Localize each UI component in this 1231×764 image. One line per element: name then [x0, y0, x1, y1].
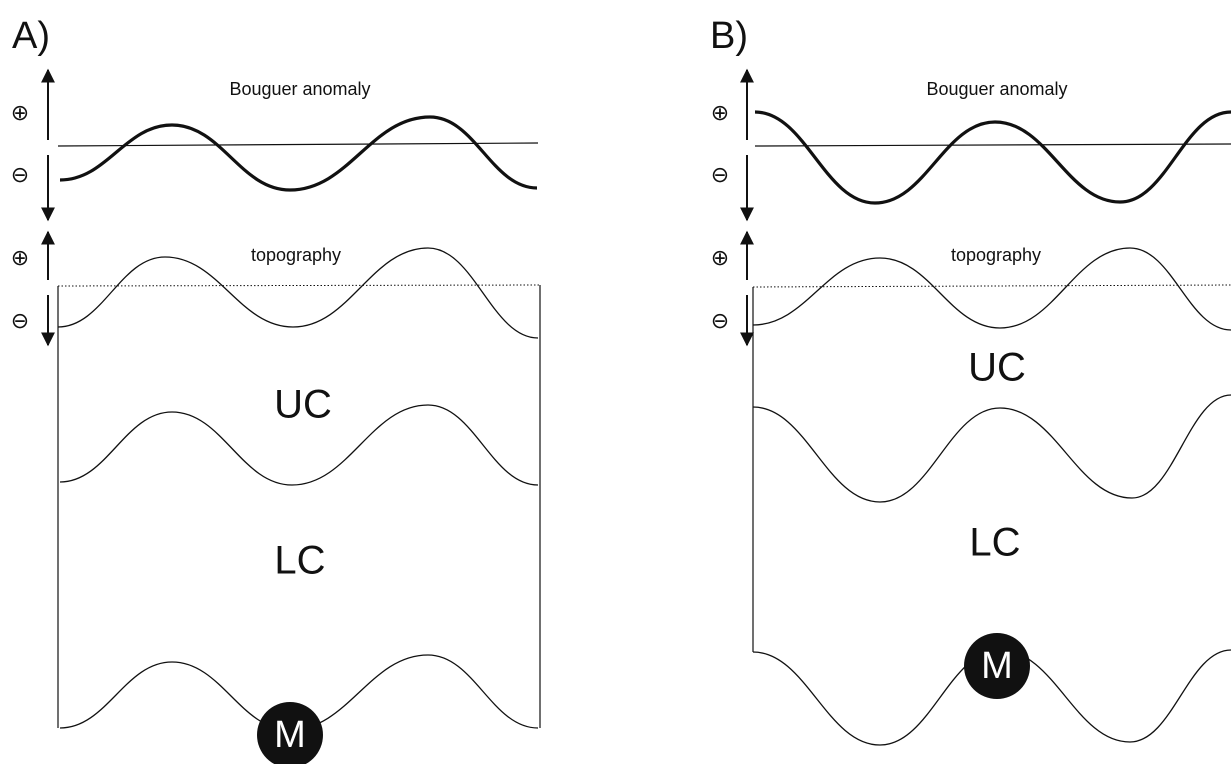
plus-sign: ⊕ [11, 100, 29, 125]
crust-boundary [59, 404, 539, 486]
lower-crust-label: LC [274, 539, 325, 583]
plus-sign: ⊕ [711, 245, 729, 270]
upper-crust-label: UC [274, 383, 332, 427]
crust-boundary [752, 394, 1231, 503]
bouguer-label: Bouguer anomaly [229, 79, 370, 99]
moho-badge [257, 702, 323, 764]
reference-line [57, 142, 539, 147]
reference-line [754, 143, 1231, 147]
moho-badge [964, 633, 1030, 699]
panel-label: B) [710, 15, 748, 57]
topography-curve [57, 247, 539, 339]
panel-b: B) Bouguer anomaly ⊕ ⊖ topography ⊕ ⊖ UC… [710, 15, 1231, 746]
minus-sign: ⊖ [711, 162, 729, 187]
plus-sign: ⊕ [11, 245, 29, 270]
minus-sign: ⊖ [11, 308, 29, 333]
moho-label: M [274, 714, 306, 756]
panel-a: A) Bouguer anomaly ⊕ ⊖ topography ⊕ ⊖ UC… [11, 15, 541, 764]
minus-sign: ⊖ [11, 162, 29, 187]
upper-crust-label: UC [968, 346, 1026, 390]
lower-crust-label: LC [969, 521, 1020, 565]
sea-level [752, 284, 1231, 288]
sea-level [57, 284, 541, 287]
moho-label: M [981, 645, 1013, 687]
bouguer-label: Bouguer anomaly [926, 79, 1067, 99]
topography-label: topography [951, 245, 1041, 265]
plus-sign: ⊕ [711, 100, 729, 125]
topography-label: topography [251, 245, 341, 265]
bouguer-curve [754, 110, 1231, 205]
minus-sign: ⊖ [711, 308, 729, 333]
bouguer-curve [59, 115, 538, 192]
topography-curve [752, 247, 1231, 331]
panel-label: A) [12, 15, 50, 57]
